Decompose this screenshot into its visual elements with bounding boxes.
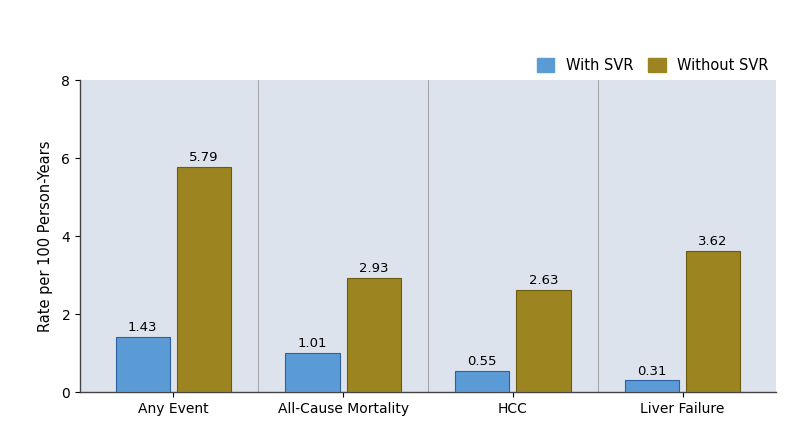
Text: 0.55: 0.55 — [467, 355, 497, 368]
Bar — [625, 380, 679, 392]
Bar — [516, 290, 570, 392]
Text: 2.63: 2.63 — [529, 274, 558, 287]
Text: 0.31: 0.31 — [638, 365, 667, 378]
Text: 5.79: 5.79 — [189, 151, 218, 164]
Text: 1.01: 1.01 — [298, 337, 327, 351]
Text: 3.62: 3.62 — [698, 235, 728, 248]
Bar — [286, 353, 340, 392]
Bar — [346, 278, 401, 392]
Bar — [177, 166, 231, 392]
Text: Clinical Events According to Hepatitis C Treatment Response: Clinical Events According to Hepatitis C… — [79, 20, 721, 38]
Text: 1.43: 1.43 — [128, 321, 158, 334]
Y-axis label: Rate per 100 Person-Years: Rate per 100 Person-Years — [38, 140, 53, 332]
Legend: With SVR, Without SVR: With SVR, Without SVR — [537, 58, 769, 73]
Bar — [116, 337, 170, 392]
Text: 2.93: 2.93 — [359, 262, 389, 276]
Bar — [686, 251, 740, 392]
Bar — [455, 371, 510, 392]
